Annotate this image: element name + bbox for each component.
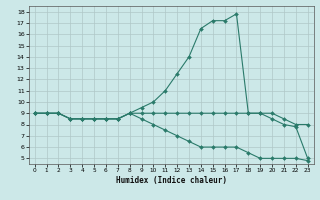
X-axis label: Humidex (Indice chaleur): Humidex (Indice chaleur): [116, 176, 227, 185]
